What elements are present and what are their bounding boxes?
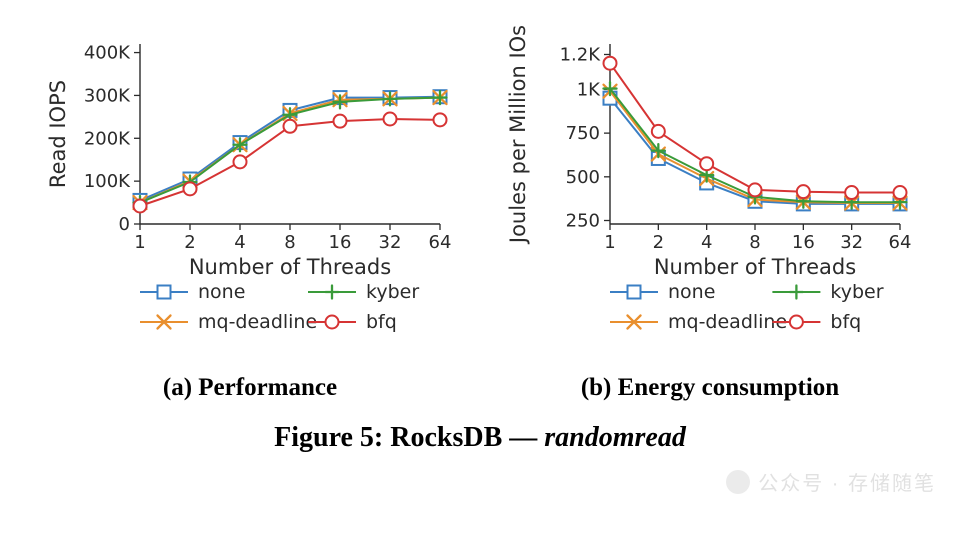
- svg-text:4: 4: [234, 232, 245, 253]
- subcaption-a: (a) Performance: [163, 374, 337, 402]
- svg-text:16: 16: [329, 232, 352, 253]
- svg-text:mq-deadline: mq-deadline: [668, 311, 787, 333]
- svg-text:0: 0: [119, 214, 130, 235]
- svg-text:8: 8: [284, 232, 295, 253]
- panels-row: 0 100K 200K 300K 400K 1 2 4 8 16 32 64 Number of Thr…: [0, 0, 960, 402]
- wechat-icon: [726, 470, 750, 494]
- svg-text:750: 750: [566, 123, 600, 144]
- svg-text:none: none: [668, 281, 715, 303]
- figure-5: 0 100K 200K 300K 400K 1 2 4 8 16 32 64 Number of Thr…: [0, 0, 960, 534]
- svg-text:250: 250: [566, 211, 600, 232]
- svg-text:1: 1: [134, 232, 145, 253]
- chart-b: 250 500 750 1K 1.2K 1 2 4 8 16 32 64 Number of Threa…: [505, 20, 915, 350]
- svg-text:1K: 1K: [577, 79, 601, 100]
- figure-caption: Figure 5: RocksDB — randomread: [0, 422, 960, 454]
- svg-text:4: 4: [701, 232, 712, 253]
- svg-text:2: 2: [653, 232, 664, 253]
- svg-text:200K: 200K: [84, 128, 131, 149]
- svg-text:1: 1: [604, 232, 615, 253]
- svg-text:1.2K: 1.2K: [560, 44, 602, 65]
- svg-text:Number of Threads: Number of Threads: [654, 255, 856, 279]
- svg-text:kyber: kyber: [830, 281, 883, 303]
- svg-text:100K: 100K: [84, 171, 131, 192]
- subcaption-b: (b) Energy consumption: [581, 374, 839, 402]
- svg-text:kyber: kyber: [366, 281, 419, 303]
- svg-text:mq-deadline: mq-deadline: [198, 311, 317, 333]
- svg-text:Number of Threads: Number of Threads: [189, 255, 391, 279]
- svg-text:16: 16: [792, 232, 815, 253]
- svg-text:32: 32: [840, 232, 863, 253]
- svg-text:500: 500: [566, 167, 600, 188]
- watermark-text: 公众号 · 存储随笔: [758, 467, 936, 496]
- svg-text:300K: 300K: [84, 85, 131, 106]
- caption-emph: randomread: [544, 422, 686, 453]
- svg-text:bfq: bfq: [366, 311, 397, 333]
- svg-text:64: 64: [889, 232, 912, 253]
- svg-text:2: 2: [184, 232, 195, 253]
- caption-dash: —: [509, 422, 537, 453]
- panel-b: 250 500 750 1K 1.2K 1 2 4 8 16 32 64 Number of Threa…: [490, 20, 930, 402]
- caption-prefix: Figure 5: RocksDB: [274, 422, 502, 453]
- svg-text:Read IOPS: Read IOPS: [46, 80, 70, 188]
- svg-text:8: 8: [749, 232, 760, 253]
- svg-text:400K: 400K: [84, 43, 131, 64]
- svg-text:32: 32: [379, 232, 402, 253]
- svg-text:none: none: [198, 281, 245, 303]
- watermark: 公众号 · 存储随笔: [726, 467, 936, 496]
- panel-a: 0 100K 200K 300K 400K 1 2 4 8 16 32 64 Number of Thr…: [30, 20, 470, 402]
- chart-a: 0 100K 200K 300K 400K 1 2 4 8 16 32 64 Number of Thr…: [45, 20, 455, 350]
- svg-text:Joules per Million IOs: Joules per Million IOs: [506, 25, 530, 245]
- svg-text:64: 64: [429, 232, 452, 253]
- svg-text:bfq: bfq: [830, 311, 861, 333]
